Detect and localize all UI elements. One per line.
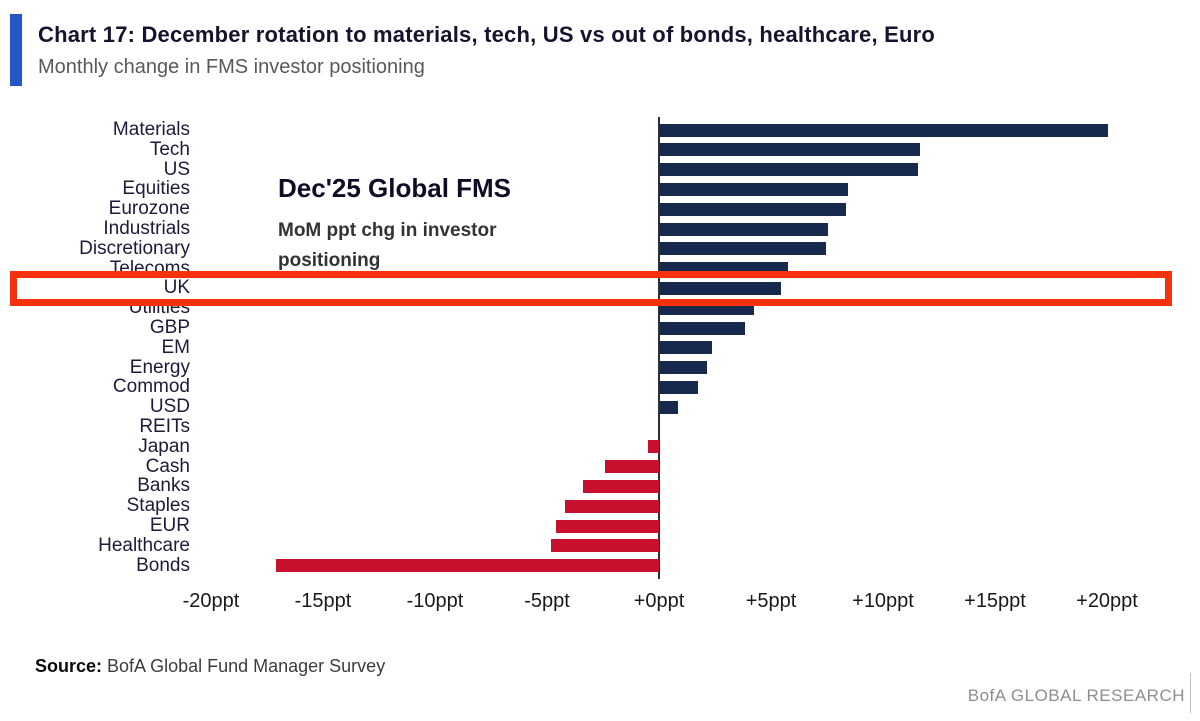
category-label-gbp: GBP [149,317,190,338]
brand-divider-line [1190,673,1191,713]
category-label-healthcare: Healthcare [98,534,190,556]
category-label-us: US [163,158,190,180]
category-label-discretionary: Discretionary [79,237,190,259]
x-axis-tick--15ppt: -15ppt [294,590,352,612]
bar-healthcare [551,539,659,553]
source-text: BofA Global Fund Manager Survey [102,656,386,676]
category-label-energy: Energy [129,356,190,378]
bar-banks [582,479,659,493]
bar-usd [660,400,678,414]
x-axis-tick-+0ppt: +0ppt [633,590,685,612]
bar-eur [555,519,659,533]
chart-subtitle: Monthly change in FMS investor positioni… [38,56,425,78]
bar-commod [660,380,699,394]
annotation-title: Dec'25 Global FMS [278,173,512,203]
bar-staples [564,499,659,513]
x-axis-tick--10ppt: -10ppt [406,590,464,612]
bar-japan [647,440,659,454]
category-label-eur: EUR [149,515,190,536]
category-label-banks: Banks [137,475,190,497]
category-label-bonds: Bonds [136,554,190,576]
title-accent-bar [10,14,22,86]
category-label-em: EM [161,336,191,358]
category-label-industrials: Industrials [103,218,190,239]
bar-equities [660,182,849,196]
category-label-uk: UK [163,277,190,299]
chart-annotation: Dec'25 Global FMS MoM ppt chg in investo… [278,173,540,276]
x-axis-tick--20ppt: -20ppt [182,590,240,612]
bar-materials [660,123,1108,137]
category-label-commod: Commod [112,376,190,398]
brand-text: BofA GLOBAL RESEARCH [967,686,1185,705]
bar-energy [660,361,708,375]
bar-uk [660,281,781,295]
category-label-japan: Japan [138,435,190,457]
chart-title: Chart 17: December rotation to materials… [38,22,935,47]
x-axis-tick-+10ppt: +10ppt [852,590,914,612]
category-label-eurozone: Eurozone [108,198,190,220]
x-axis-tick-+5ppt: +5ppt [745,590,797,612]
bar-bonds [275,559,659,573]
source-label: Source: [35,656,103,676]
x-axis-tick-+15ppt: +15ppt [964,590,1026,612]
bar-discretionary [660,242,826,256]
category-label-cash: Cash [145,455,190,477]
category-label-reits: REITs [139,416,190,437]
source-line: Source: BofA Global Fund Manager Survey [35,656,385,677]
category-label-tech: Tech [149,138,190,160]
category-label-usd: USD [149,396,190,418]
zero-axis-line [658,117,660,579]
annotation-subtitle: MoM ppt chg in investor positioning [278,220,497,271]
bar-cash [605,460,659,474]
x-axis-tick-+20ppt: +20ppt [1076,590,1138,612]
bar-eurozone [660,202,846,216]
bar-tech [660,143,920,157]
bar-us [660,163,918,177]
category-label-equities: Equities [122,178,190,200]
bar-gbp [660,321,746,335]
category-label-staples: Staples [126,495,190,517]
x-axis-tick--5ppt: -5ppt [524,590,570,612]
bar-em [660,341,712,355]
category-label-materials: Materials [112,119,190,140]
bar-industrials [660,222,828,236]
